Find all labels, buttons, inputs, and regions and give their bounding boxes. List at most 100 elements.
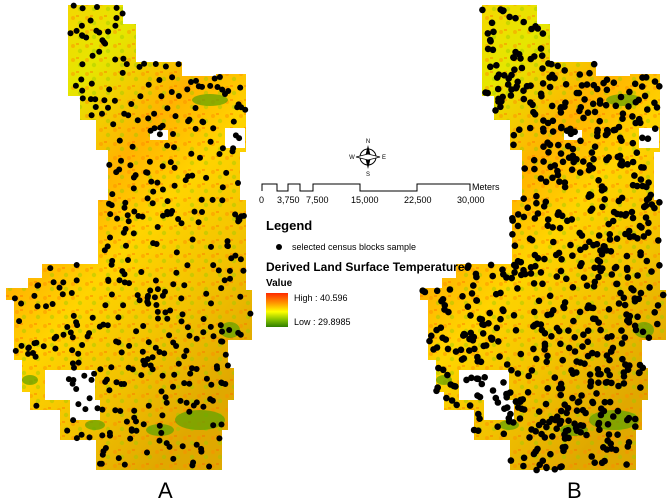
sample-point bbox=[578, 392, 585, 399]
sample-point bbox=[499, 93, 506, 101]
sample-point bbox=[122, 199, 129, 206]
sample-point bbox=[558, 407, 565, 415]
sample-point bbox=[206, 463, 213, 470]
sample-point bbox=[539, 280, 546, 288]
sample-point bbox=[591, 264, 598, 272]
sample-point bbox=[240, 267, 247, 274]
sample-point bbox=[531, 53, 538, 60]
sample-point bbox=[555, 327, 563, 335]
sample-point bbox=[632, 98, 640, 106]
sample-point bbox=[140, 323, 147, 329]
sample-point bbox=[507, 92, 515, 99]
sample-point bbox=[161, 350, 168, 357]
sample-point bbox=[106, 161, 113, 168]
sample-point bbox=[517, 396, 524, 404]
sample-point bbox=[159, 186, 166, 193]
sample-point bbox=[624, 416, 631, 424]
sample-point bbox=[88, 376, 95, 383]
sample-point bbox=[56, 284, 63, 291]
sample-point bbox=[145, 115, 152, 122]
sample-point bbox=[535, 408, 543, 415]
sample-point bbox=[594, 366, 602, 373]
sample-point bbox=[446, 286, 454, 293]
sample-point bbox=[559, 444, 567, 451]
sample-point bbox=[195, 83, 202, 90]
sample-point bbox=[531, 308, 538, 316]
sample-point bbox=[216, 151, 223, 157]
sample-point bbox=[570, 317, 577, 325]
sample-point bbox=[567, 241, 574, 249]
sample-point bbox=[197, 154, 203, 161]
sample-point bbox=[631, 297, 639, 305]
sample-point bbox=[580, 274, 588, 282]
sample-point bbox=[625, 315, 632, 323]
sample-point bbox=[509, 217, 516, 224]
sample-point bbox=[465, 262, 472, 270]
sample-point bbox=[557, 340, 564, 348]
sample-point bbox=[634, 313, 641, 321]
sample-point bbox=[216, 74, 223, 80]
sample-point bbox=[619, 110, 627, 117]
sample-point bbox=[488, 336, 496, 343]
sample-point bbox=[230, 118, 237, 125]
sample-point bbox=[158, 388, 165, 395]
sample-point bbox=[198, 196, 205, 203]
sample-point bbox=[606, 398, 614, 406]
sample-point bbox=[479, 321, 486, 328]
sample-point bbox=[120, 55, 127, 62]
sample-point bbox=[96, 48, 103, 55]
sample-point bbox=[115, 455, 122, 462]
sample-point bbox=[637, 176, 645, 183]
sample-point bbox=[159, 163, 166, 170]
sample-point bbox=[112, 22, 119, 29]
sample-point bbox=[613, 235, 621, 242]
sample-point bbox=[565, 154, 573, 161]
sample-point bbox=[639, 134, 646, 142]
sample-point bbox=[607, 348, 615, 355]
sample-point bbox=[608, 445, 615, 452]
sample-point bbox=[542, 178, 550, 186]
sample-point bbox=[573, 369, 580, 376]
sample-point bbox=[621, 334, 629, 341]
sample-point bbox=[620, 373, 628, 380]
sample-point bbox=[460, 330, 468, 338]
sample-point bbox=[500, 271, 507, 278]
sample-point bbox=[208, 381, 215, 388]
sample-point bbox=[509, 231, 516, 238]
sample-point bbox=[79, 95, 86, 102]
sample-point bbox=[60, 279, 67, 286]
sample-point bbox=[533, 199, 540, 207]
sample-point bbox=[520, 462, 527, 470]
sample-point bbox=[119, 69, 126, 76]
sample-point bbox=[149, 200, 156, 207]
sample-point bbox=[543, 423, 550, 431]
sample-point bbox=[151, 110, 158, 117]
sample-point bbox=[67, 329, 74, 336]
sample-point bbox=[595, 232, 603, 239]
sample-point bbox=[623, 461, 630, 468]
sample-point bbox=[154, 308, 161, 315]
sample-point bbox=[537, 90, 545, 98]
sample-point bbox=[103, 376, 110, 383]
sample-point bbox=[108, 291, 115, 298]
sample-point bbox=[597, 267, 604, 275]
sample-point bbox=[557, 109, 565, 116]
sample-point bbox=[224, 362, 231, 369]
sample-point bbox=[584, 304, 591, 312]
sample-point bbox=[82, 406, 89, 413]
sample-point bbox=[577, 137, 584, 145]
sample-point bbox=[213, 363, 220, 370]
sample-point bbox=[126, 342, 133, 349]
panel-a-label: A bbox=[158, 478, 173, 503]
sample-point bbox=[565, 417, 572, 425]
sample-point bbox=[608, 271, 616, 278]
sample-point bbox=[586, 371, 594, 378]
sample-point bbox=[521, 270, 529, 278]
sample-point bbox=[561, 67, 568, 74]
sample-point bbox=[473, 297, 480, 304]
sample-point bbox=[25, 350, 32, 357]
sample-point bbox=[615, 300, 623, 307]
sample-point bbox=[207, 323, 214, 330]
sample-point bbox=[489, 387, 497, 394]
